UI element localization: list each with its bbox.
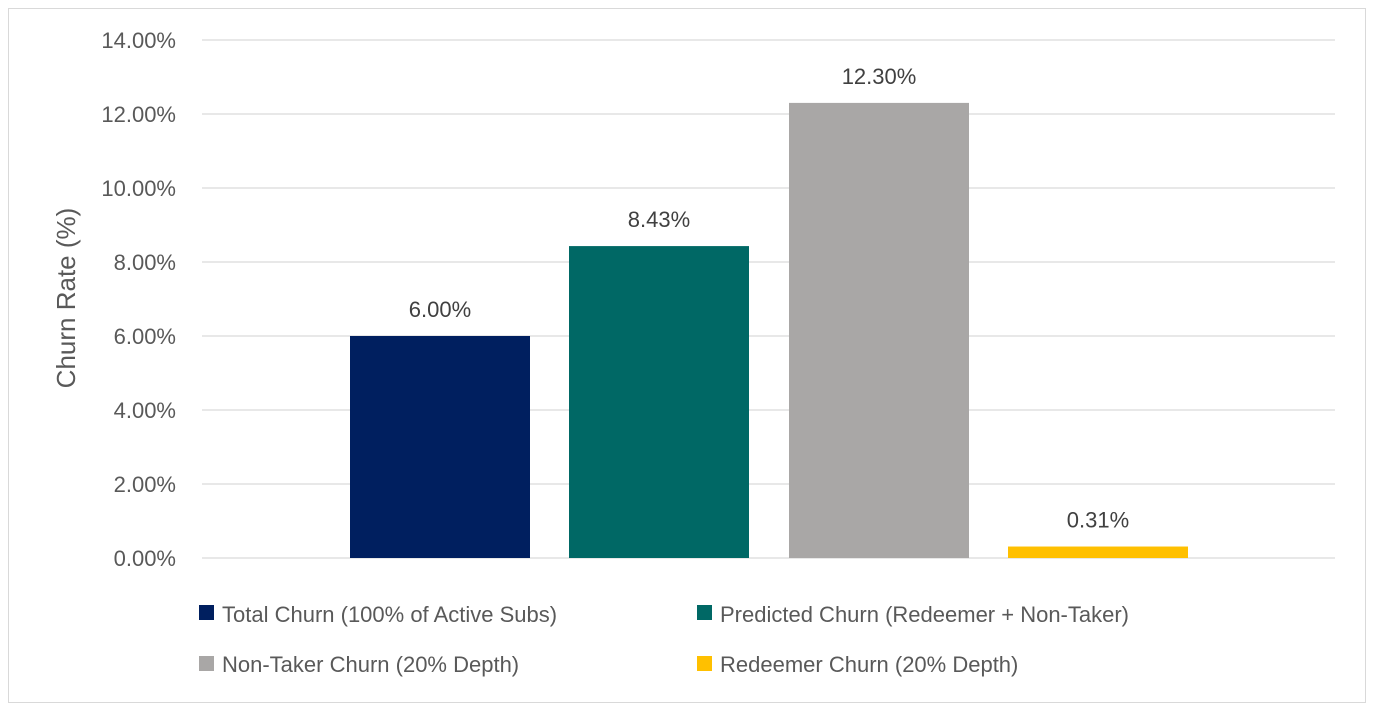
legend-swatch [697,605,712,620]
y-tick-label: 8.00% [114,250,176,275]
bar-1 [350,336,530,558]
legend-label: Predicted Churn (Redeemer + Non-Taker) [720,602,1129,627]
legend-label: Redeemer Churn (20% Depth) [720,652,1018,677]
y-tick-label: 10.00% [101,176,176,201]
legend-swatch [199,605,214,620]
data-label: 6.00% [409,297,471,322]
data-label: 8.43% [628,207,690,232]
legend-swatch [199,656,214,671]
data-labels: 6.00% 8.43% 12.30% 0.31% [409,64,1129,533]
y-axis-title: Churn Rate (%) [51,208,81,389]
y-tick-label: 6.00% [114,324,176,349]
y-tick-label: 2.00% [114,472,176,497]
legend-label: Total Churn (100% of Active Subs) [222,602,557,627]
y-tick-label: 0.00% [114,546,176,571]
legend: Total Churn (100% of Active Subs) Predict… [199,602,1129,677]
data-label: 0.31% [1067,508,1129,533]
bars [350,102,1188,559]
y-tick-label: 4.00% [114,398,176,423]
y-axis-ticks: 0.00% 2.00% 4.00% 6.00% 8.00% 10.00% 12.00% 14.… [101,28,176,571]
y-tick-label: 12.00% [101,102,176,127]
legend-swatch [697,656,712,671]
y-tick-label: 14.00% [101,28,176,53]
bar-4 [1008,546,1188,558]
data-label: 12.30% [842,64,917,89]
bar-2 [569,246,749,558]
bar-3 [789,102,969,559]
legend-label: Non-Taker Churn (20% Depth) [222,652,519,677]
